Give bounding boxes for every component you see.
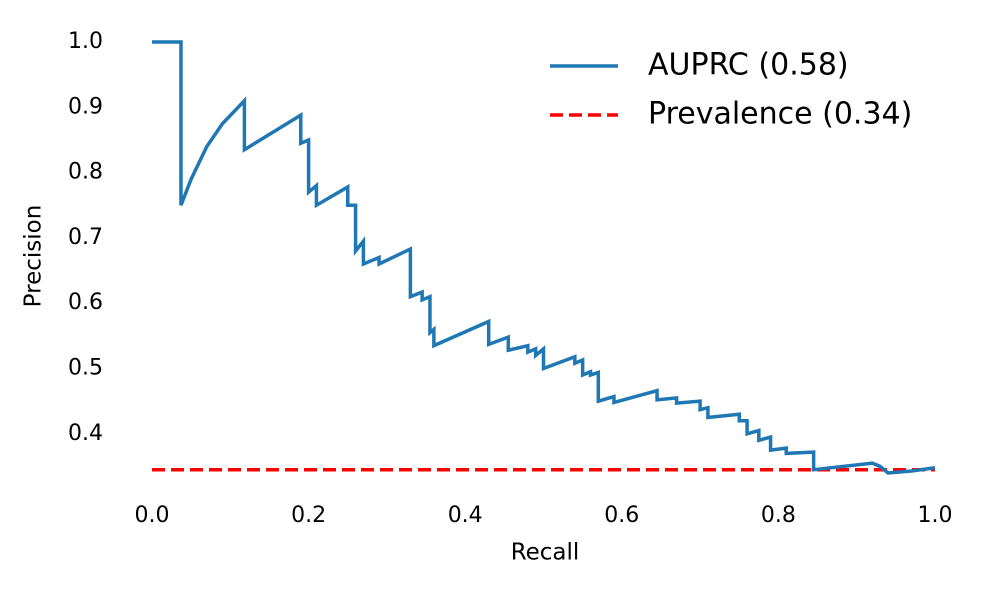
x-axis-label: Recall <box>511 540 580 566</box>
y-tick-label: 0.8 <box>68 160 103 185</box>
x-tick-label: 0.0 <box>135 503 170 528</box>
x-tick-label: 0.8 <box>761 503 796 528</box>
series-line <box>152 40 936 475</box>
legend-label: AUPRC (0.58) <box>648 48 849 83</box>
y-tick-label: 0.5 <box>68 356 103 381</box>
x-tick-label: 0.2 <box>291 503 326 528</box>
x-tick-label: 0.6 <box>604 503 639 528</box>
y-tick-label: 1.0 <box>68 29 103 54</box>
y-tick-label: 0.9 <box>68 94 103 119</box>
y-tick-label: 0.7 <box>68 225 103 250</box>
y-tick-label: 0.4 <box>68 421 103 446</box>
y-tick-label: 0.6 <box>68 290 103 315</box>
x-tick-label: 1.0 <box>918 503 953 528</box>
x-tick-label: 0.4 <box>448 503 483 528</box>
legend-label: Prevalence (0.34) <box>648 97 912 132</box>
y-axis-label: Precision <box>21 205 47 308</box>
